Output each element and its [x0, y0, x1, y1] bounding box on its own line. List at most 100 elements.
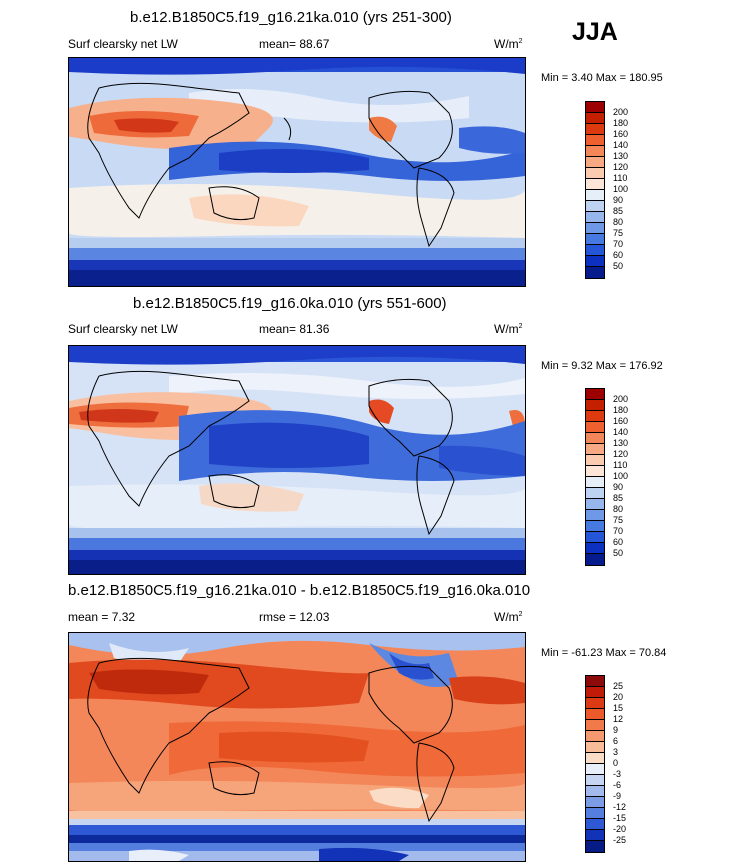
panel-3-units: W/m2	[494, 610, 523, 624]
colorbar-tick-label: 180	[613, 118, 629, 128]
colorbar-tick-label: 200	[613, 107, 629, 117]
colorbar-tick-label: 50	[613, 261, 624, 271]
colorbar-swatch	[586, 212, 604, 223]
colorbar-swatch	[586, 554, 604, 565]
colorbar-tick-label: 0	[613, 758, 619, 768]
colorbar-swatch	[586, 532, 604, 543]
colorbar-swatch	[586, 830, 604, 841]
panel-2-max-value: 176.92	[629, 360, 663, 372]
panel-1-variable-label: Surf clearsky net LW	[68, 37, 178, 51]
panel-3-rmse-label: rmse =	[259, 610, 297, 624]
colorbar-swatch	[586, 499, 604, 510]
colorbar-tick-label: -15	[613, 813, 627, 823]
panel-3-min-label: Min =	[541, 647, 569, 659]
panel-3-units-text: W/m	[494, 610, 519, 624]
colorbar-swatch	[586, 179, 604, 190]
panel-2-colorbar	[585, 388, 605, 566]
colorbar-tick-label: -9	[613, 791, 622, 801]
colorbar-swatch	[586, 477, 604, 488]
colorbar-swatch	[586, 444, 604, 455]
panel-2-units-sup: 2	[518, 323, 523, 330]
colorbar-tick-label: 90	[613, 195, 624, 205]
panel-1-units-text: W/m	[494, 37, 519, 51]
colorbar-tick-label: 110	[613, 460, 628, 470]
colorbar-swatch	[586, 488, 604, 499]
panel-1-colorbar	[585, 101, 605, 279]
panel-3-max-label: Max =	[605, 647, 636, 659]
colorbar-tick-label: -3	[613, 769, 622, 779]
colorbar-tick-label: 80	[613, 504, 624, 514]
colorbar-tick-label: 90	[613, 482, 624, 492]
colorbar-tick-label: 25	[613, 681, 624, 691]
colorbar-swatch	[586, 455, 604, 466]
colorbar-tick-label: 9	[613, 725, 619, 735]
colorbar-swatch	[586, 709, 604, 720]
panel-2-variable-label: Surf clearsky net LW	[68, 322, 178, 336]
panel-2-mean-label: mean=	[259, 322, 297, 336]
colorbar-swatch	[586, 687, 604, 698]
panel-2-max-label: Max =	[595, 360, 627, 372]
colorbar-tick-label: 100	[613, 184, 629, 194]
colorbar-swatch	[586, 256, 604, 267]
colorbar-tick-label: 120	[613, 162, 629, 172]
colorbar-tick-label: 180	[613, 405, 629, 415]
colorbar-tick-label: -20	[613, 824, 627, 834]
panel-1-units: W/m2	[494, 37, 523, 51]
colorbar-tick-label: 20	[613, 692, 624, 702]
colorbar-swatch	[586, 676, 604, 687]
panel-1-title: b.e12.B1850C5.f19_g16.21ka.010 (yrs 251-…	[130, 9, 452, 26]
colorbar-tick-label: 6	[613, 736, 619, 746]
colorbar-tick-label: 75	[613, 515, 624, 525]
panel-3-max-value: 70.84	[638, 647, 667, 659]
panel-1-max-value: 180.95	[629, 72, 663, 84]
panel-1-units-sup: 2	[518, 38, 523, 45]
panel-3-rmse: rmse = 12.03	[259, 610, 329, 624]
colorbar-tick-label: 130	[613, 151, 629, 161]
colorbar-tick-label: -6	[613, 780, 622, 790]
colorbar-swatch	[586, 422, 604, 433]
colorbar-swatch	[586, 753, 604, 764]
colorbar-swatch	[586, 543, 604, 554]
colorbar-tick-label: 50	[613, 548, 624, 558]
colorbar-swatch	[586, 124, 604, 135]
colorbar-swatch	[586, 775, 604, 786]
colorbar-tick-label: 60	[613, 537, 624, 547]
panel-3-units-sup: 2	[518, 611, 523, 618]
panel-3-map	[68, 632, 526, 862]
colorbar-swatch	[586, 102, 604, 113]
colorbar-swatch	[586, 234, 604, 245]
colorbar-tick-label: 70	[613, 239, 624, 249]
colorbar-tick-label: 110	[613, 173, 628, 183]
colorbar-swatch	[586, 742, 604, 753]
colorbar-swatch	[586, 720, 604, 731]
panel-2-minmax: Min = 9.32 Max = 176.92	[541, 360, 663, 372]
colorbar-tick-label: 100	[613, 471, 629, 481]
colorbar-swatch	[586, 433, 604, 444]
colorbar-tick-label: 15	[613, 703, 624, 713]
panel-1-map	[68, 57, 526, 287]
colorbar-swatch	[586, 245, 604, 256]
colorbar-tick-label: 85	[613, 493, 624, 503]
colorbar-tick-label: 160	[613, 129, 629, 139]
panel-1-max-label: Max =	[595, 72, 627, 84]
panel-2-units: W/m2	[494, 322, 523, 336]
colorbar-swatch	[586, 521, 604, 532]
panel-3-min-value: -61.23	[571, 647, 603, 659]
colorbar-swatch	[586, 466, 604, 477]
panel-1-min-label: Min =	[541, 72, 569, 84]
colorbar-swatch	[586, 267, 604, 278]
colorbar-swatch	[586, 731, 604, 742]
panel-2-min-value: 9.32	[571, 360, 593, 372]
colorbar-tick-label: 140	[613, 427, 629, 437]
colorbar-tick-label: 120	[613, 449, 629, 459]
colorbar-tick-label: 3	[613, 747, 619, 757]
colorbar-tick-label: 60	[613, 250, 624, 260]
panel-2-map	[68, 345, 526, 575]
panel-3-mean: mean = 7.32	[68, 610, 135, 624]
colorbar-swatch	[586, 819, 604, 830]
colorbar-tick-label: 85	[613, 206, 624, 216]
panel-3-mean-value: 7.32	[111, 610, 136, 624]
colorbar-swatch	[586, 841, 604, 852]
colorbar-tick-label: 12	[613, 714, 624, 724]
panel-1-mean-value: 88.67	[299, 37, 330, 51]
